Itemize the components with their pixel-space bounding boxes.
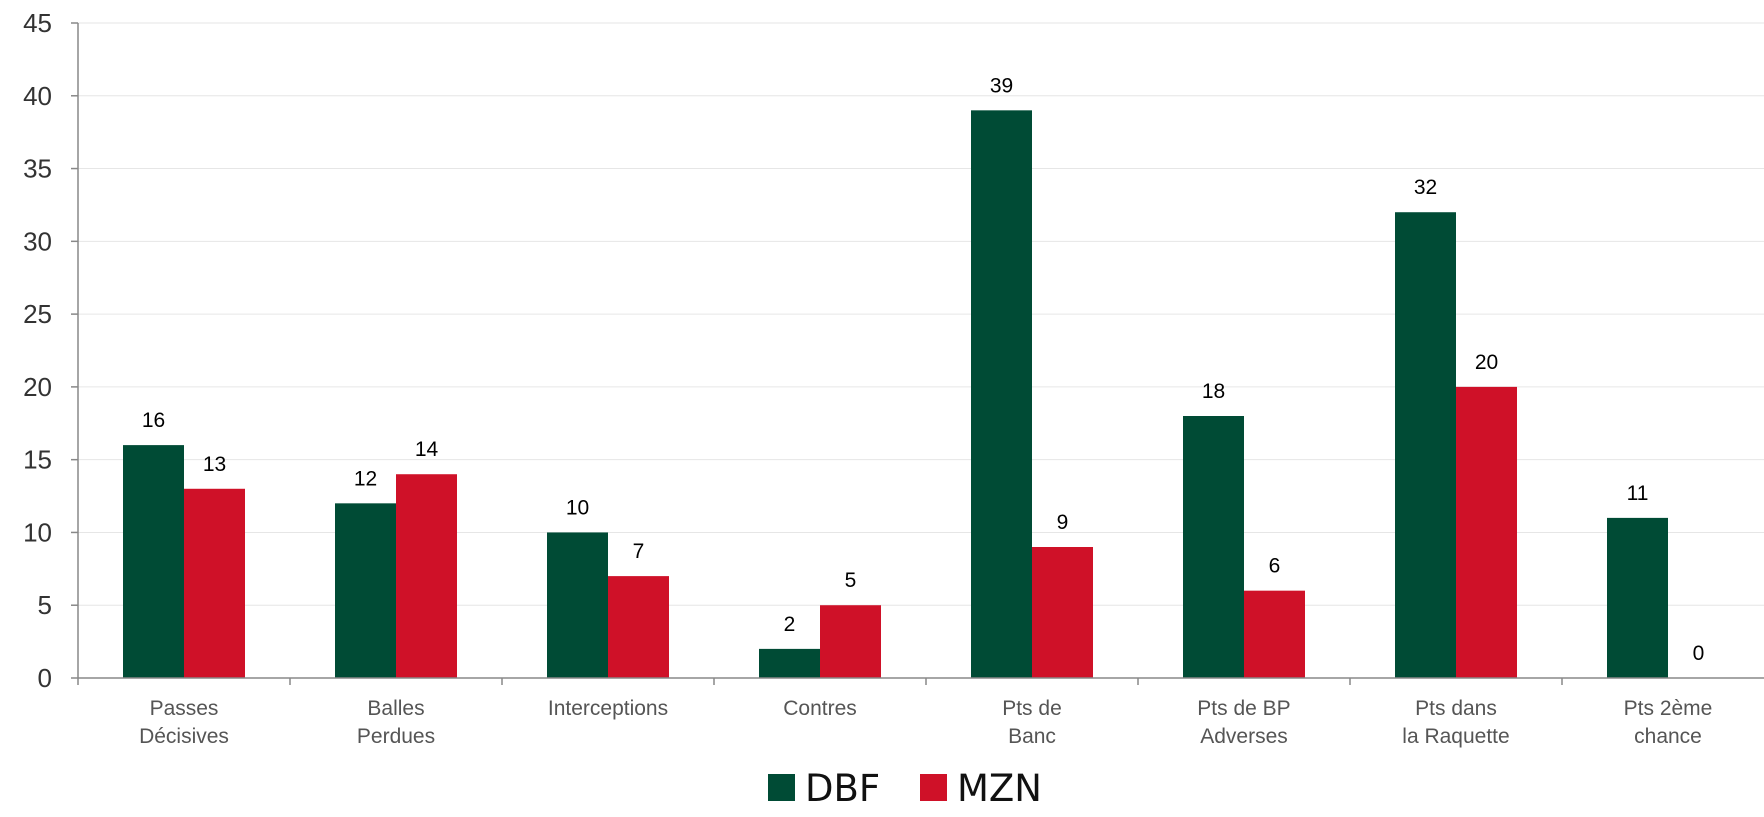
y-tick-label: 10	[23, 517, 52, 547]
legend: DBF MZN	[768, 767, 1042, 810]
y-tick-label: 30	[23, 226, 52, 256]
data-label: 14	[415, 438, 439, 461]
data-label: 10	[566, 496, 589, 519]
data-label: 9	[1057, 511, 1069, 534]
y-tick-label: 15	[23, 445, 52, 475]
bar-dbf	[1395, 212, 1456, 678]
y-tick-label: 20	[23, 372, 52, 402]
legend-label-mzn: MZN	[957, 767, 1042, 810]
data-label: 32	[1414, 176, 1437, 199]
x-category-label: Décisives	[139, 725, 229, 748]
data-label: 5	[845, 569, 857, 592]
y-tick-label: 40	[23, 81, 52, 111]
x-axis-labels: Passes Décisives Balles Perdues Interception…	[139, 697, 1712, 748]
x-category-label: Interceptions	[548, 697, 668, 720]
bar-mzn	[1244, 590, 1305, 678]
x-category-label: la Raquette	[1402, 725, 1509, 748]
data-label: 11	[1627, 482, 1649, 505]
y-tick-label: 0	[38, 663, 52, 693]
x-category-label: Contres	[783, 697, 857, 720]
x-category-label: Pts de BP	[1197, 697, 1290, 720]
bar-dbf	[971, 110, 1032, 679]
data-label: 2	[784, 613, 796, 636]
x-category-label: Perdues	[357, 725, 435, 748]
data-label: 20	[1475, 351, 1498, 374]
data-label: 16	[142, 409, 165, 432]
y-tick-label: 45	[23, 8, 52, 38]
bar-mzn	[1032, 547, 1093, 678]
data-labels: 16 13 12 14 10 7 2 5 39 9 18 6 32 20 11 0	[142, 74, 1705, 665]
data-label: 0	[1693, 642, 1705, 665]
legend-swatch-mzn	[920, 774, 947, 801]
bar-dbf	[547, 532, 608, 678]
bar-dbf	[1607, 517, 1668, 678]
bar-mzn	[396, 474, 457, 678]
bar-mzn	[1456, 386, 1517, 678]
data-label: 18	[1202, 380, 1225, 403]
legend-label-dbf: DBF	[805, 767, 880, 810]
y-tick-label: 25	[23, 299, 52, 329]
data-label: 12	[354, 467, 377, 490]
x-category-label: Pts 2ème	[1624, 697, 1713, 720]
y-tick-label: 5	[38, 590, 52, 620]
x-category-label: Pts dans	[1415, 697, 1497, 720]
legend-swatch-dbf	[768, 774, 795, 801]
x-category-label: Passes	[150, 697, 219, 720]
bar-mzn	[184, 488, 245, 678]
y-axis-ticks: 0 5 10 15 20 25 30 35 40 45	[23, 8, 52, 693]
x-category-label: Balles	[367, 697, 424, 720]
axes	[71, 22, 1764, 685]
bar-dbf	[1183, 416, 1244, 678]
data-label: 6	[1269, 555, 1281, 578]
bar-dbf	[123, 445, 184, 678]
bar-mzn	[608, 576, 669, 678]
x-category-label: chance	[1634, 725, 1702, 748]
data-label: 39	[990, 74, 1013, 97]
data-label: 7	[633, 540, 645, 563]
x-category-label: Banc	[1008, 725, 1056, 748]
bar-dbf	[335, 503, 396, 678]
bar-mzn	[820, 605, 881, 678]
y-tick-label: 35	[23, 154, 52, 184]
x-category-label: Pts de	[1002, 697, 1062, 720]
x-category-label: Adverses	[1200, 725, 1288, 748]
data-label: 13	[203, 453, 226, 476]
bars	[123, 110, 1668, 679]
bar-dbf	[759, 648, 820, 678]
